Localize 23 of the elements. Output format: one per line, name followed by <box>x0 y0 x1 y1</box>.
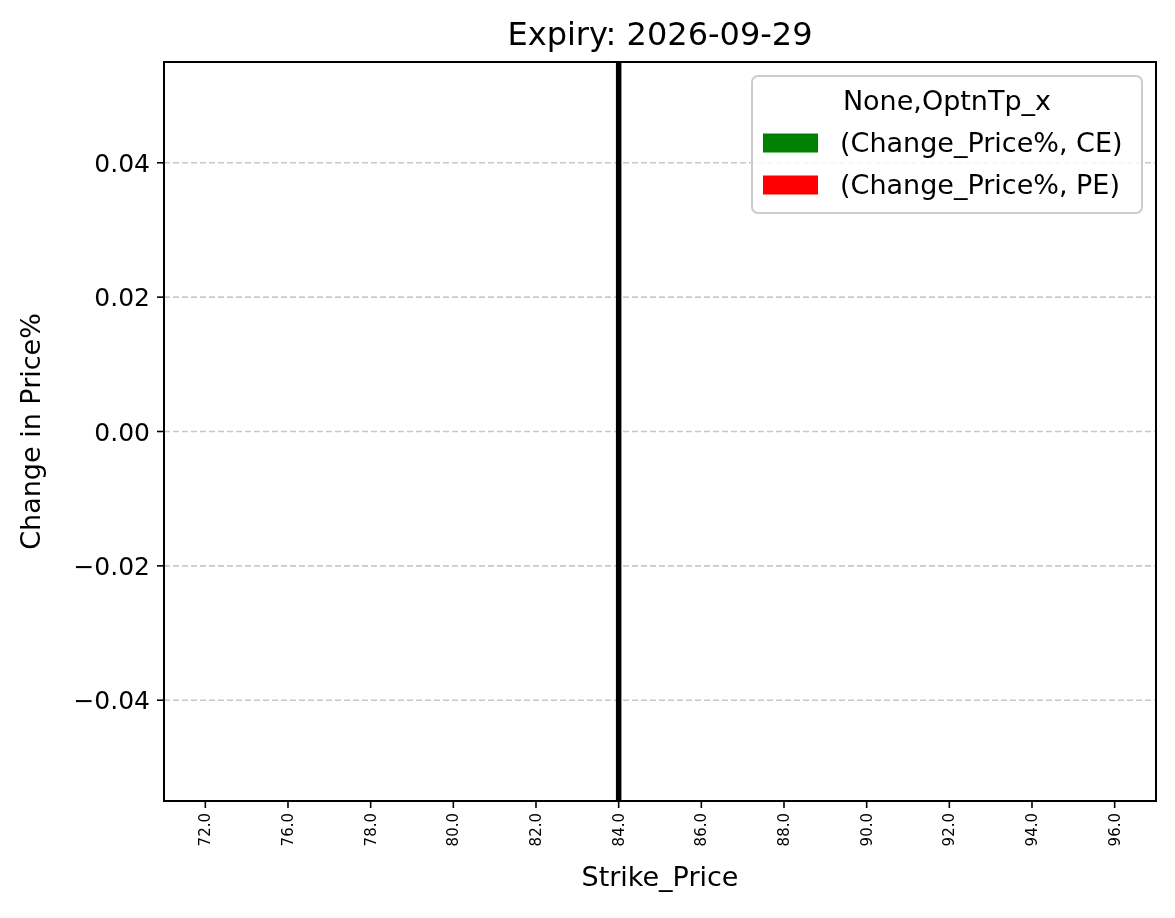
y-tick-label: −0.02 <box>73 551 150 581</box>
x-tick-label: 78.0 <box>361 813 380 847</box>
y-axis-title: Change in Price% <box>15 313 46 550</box>
x-tick-label: 92.0 <box>940 813 959 847</box>
x-tick-label: 94.0 <box>1023 813 1041 847</box>
legend-label: (Change_Price%, PE) <box>840 169 1120 200</box>
x-tick-label: 72.0 <box>196 813 215 847</box>
x-tick-label: 86.0 <box>692 813 711 847</box>
legend-title: None,OptnTp_x <box>842 85 1052 116</box>
y-tick-label: −0.04 <box>73 686 150 716</box>
y-tick-label: 0.00 <box>94 417 150 447</box>
y-tick-label: 0.04 <box>94 148 150 178</box>
x-tick-label: 88.0 <box>775 813 793 847</box>
x-tick-label: 80.0 <box>444 813 463 847</box>
chart-title: Expiry: 2026-09-29 <box>507 15 813 53</box>
legend-label: (Change_Price%, CE) <box>840 127 1123 158</box>
x-tick-label: 96.0 <box>1105 813 1124 847</box>
x-tick-label: 90.0 <box>857 813 876 847</box>
x-tick-label: 84.0 <box>609 813 628 847</box>
x-tick-label: 76.0 <box>279 813 297 847</box>
y-tick-label: 0.02 <box>94 283 150 313</box>
x-tick-label: 82.0 <box>527 813 545 847</box>
x-axis-title: Strike_Price <box>581 861 739 892</box>
